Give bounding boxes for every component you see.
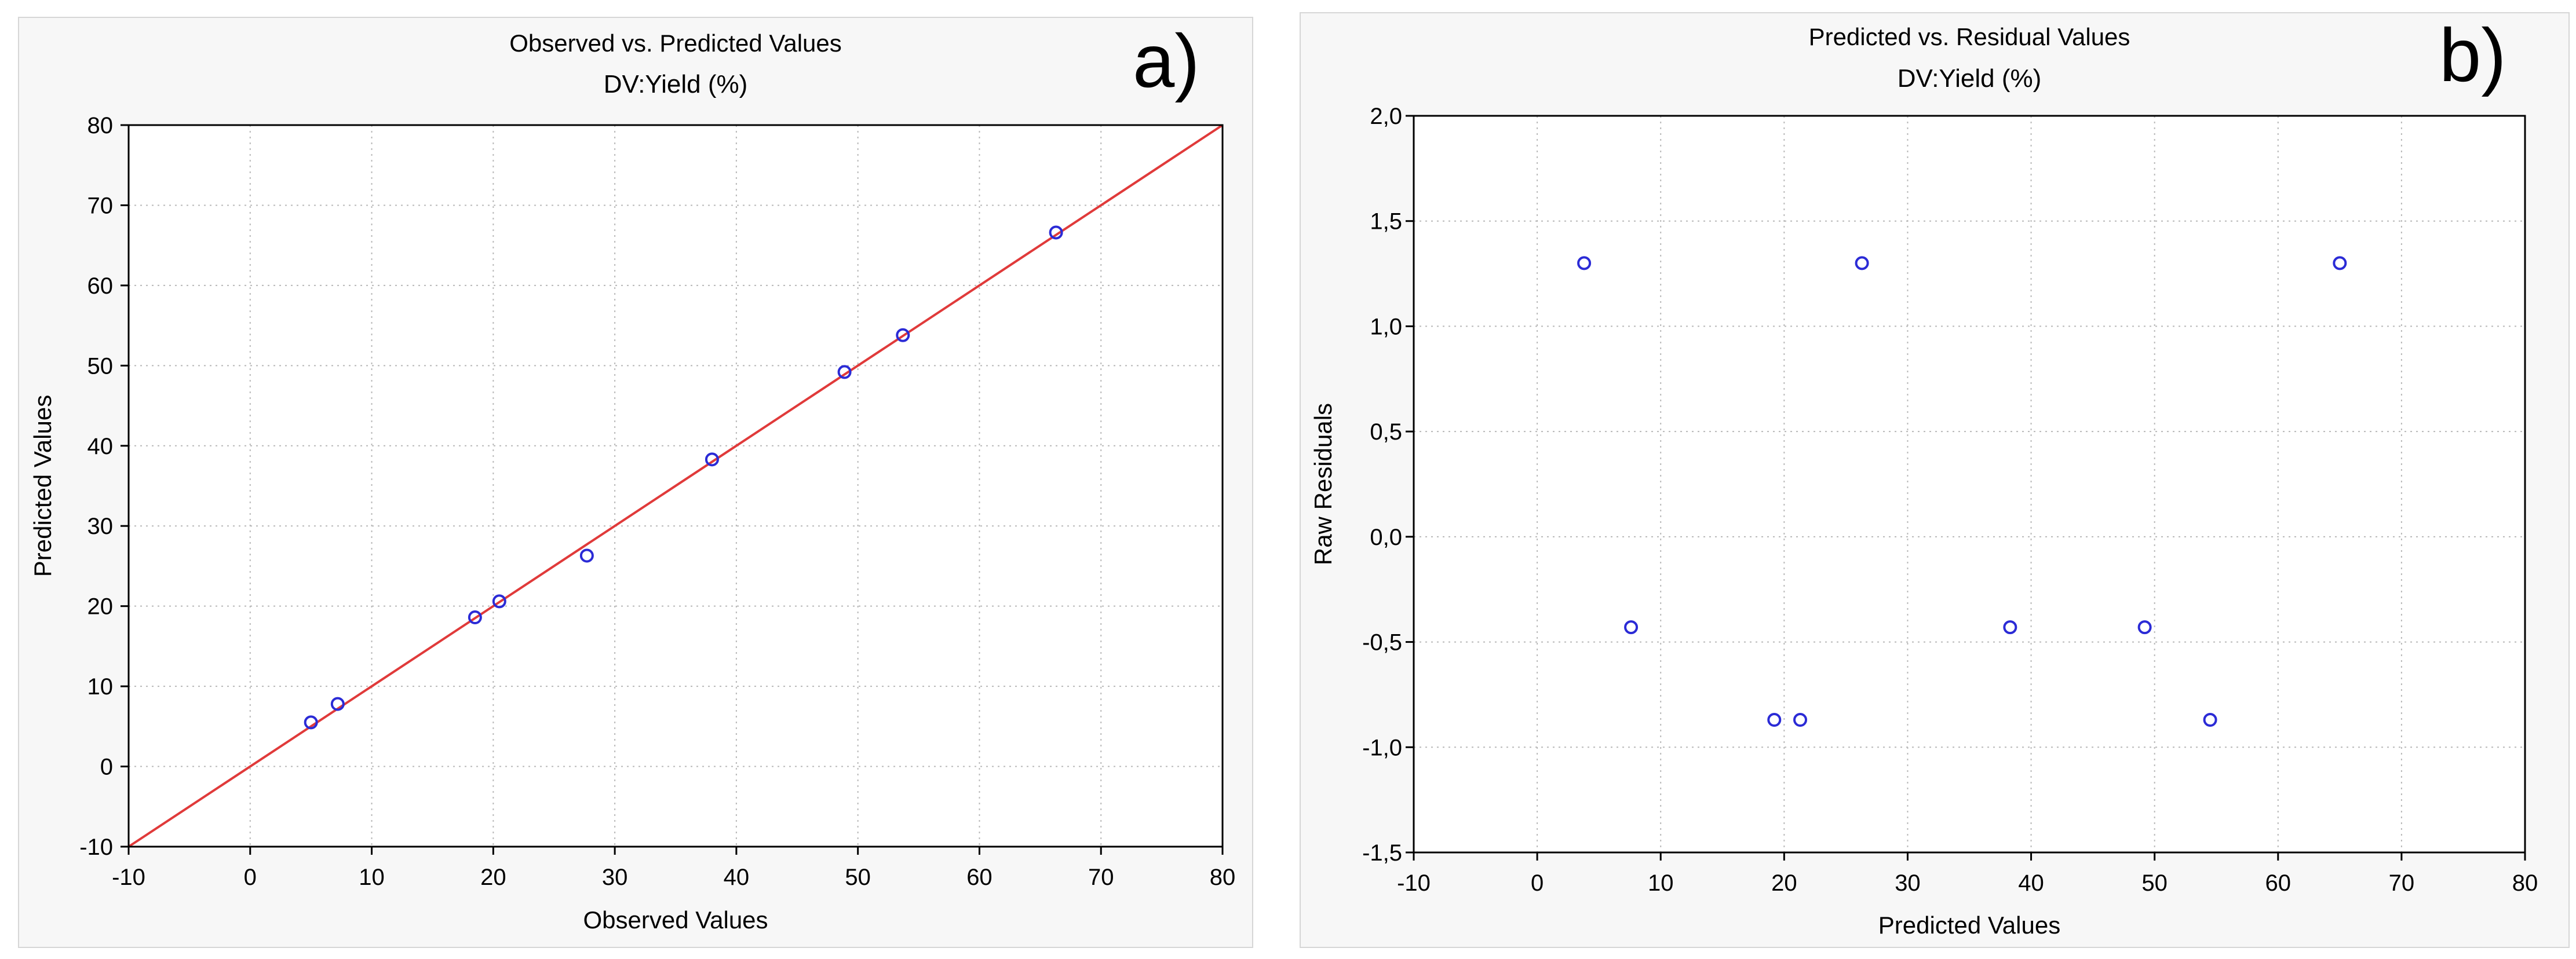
y-axis-label: Raw Residuals	[1309, 403, 1337, 565]
data-point	[2003, 620, 2017, 635]
plot-border	[127, 124, 1224, 848]
y-tick-label: 40	[87, 434, 114, 459]
x-tick-label: 0	[244, 865, 257, 890]
y-tick-label: 2,0	[1370, 104, 1402, 129]
x-tick-label: 10	[1648, 870, 1674, 896]
y-tick-label: 1,5	[1370, 209, 1402, 235]
chart-panel-a: -10 0 10 20 30 40 50 60 70 80 -10 0 10 20 30 40 50 60 70 80…	[18, 17, 1253, 948]
data-point	[1767, 713, 1782, 727]
y-tick-label: 70	[87, 193, 114, 218]
data-point	[705, 452, 719, 467]
x-tick-label: 40	[2018, 870, 2044, 896]
x-axis-label: Predicted Values	[1878, 912, 2060, 939]
y-tick-label: 1,0	[1370, 314, 1402, 339]
x-tick-label: -10	[112, 865, 145, 890]
data-point	[1624, 620, 1639, 635]
x-tick-label: 20	[1771, 870, 1797, 896]
data-point	[1793, 713, 1808, 727]
x-tick-label: 70	[1088, 865, 1114, 890]
x-axis-label: Observed Values	[583, 906, 768, 934]
data-point	[330, 697, 345, 711]
y-tick-label: -0,5	[1362, 630, 1402, 656]
y-axis-label: Predicted Values	[29, 395, 56, 577]
y-tick-label: -1,5	[1362, 840, 1402, 866]
x-tick-label: 60	[966, 865, 993, 890]
y-tick-label: 0	[100, 755, 113, 780]
plot-area	[1414, 116, 2525, 852]
x-tick-label: 0	[1531, 870, 1544, 896]
data-point	[1855, 256, 1869, 270]
data-point	[2203, 713, 2217, 727]
fit-line	[127, 124, 1224, 848]
x-tick-label: 50	[2141, 870, 2168, 896]
x-tick-label: 80	[1210, 865, 1236, 890]
y-tick-label: 60	[87, 273, 114, 299]
x-tick-label: 30	[602, 865, 628, 890]
y-tick-label: 50	[87, 353, 114, 379]
data-point	[304, 715, 318, 730]
x-tick-label: 70	[2389, 870, 2415, 896]
data-point	[2333, 256, 2347, 270]
chart-panel-b: -10 0 10 20 30 40 50 60 70 80 -1,5 -1,0 -0,5 0,0 0,5 1,…	[1300, 12, 2570, 948]
y-tick-label: 0,5	[1370, 419, 1402, 445]
panel-label: a)	[1133, 19, 1200, 103]
data-point	[492, 594, 506, 609]
x-tick-label: 40	[724, 865, 750, 890]
chart-title: Predicted vs. Residual Values	[1809, 23, 2130, 50]
panel-label: b)	[2439, 13, 2506, 97]
x-tick-label: 10	[359, 865, 385, 890]
y-tick-label: -10	[79, 834, 113, 860]
data-point	[579, 548, 594, 563]
x-tick-label: 60	[2265, 870, 2292, 896]
data-point	[896, 328, 910, 342]
y-tick-label: 30	[87, 514, 114, 539]
data-point	[1577, 256, 1592, 270]
chart-subtitle: DV:Yield (%)	[1898, 64, 2042, 93]
data-point	[468, 610, 482, 625]
chart-title: Observed vs. Predicted Values	[509, 30, 842, 57]
y-tick-label: -1,0	[1362, 735, 1402, 760]
y-tick-label: 20	[87, 594, 114, 620]
y-tick-label: 0,0	[1370, 525, 1402, 550]
x-tick-label: 30	[1895, 870, 1921, 896]
x-tick-label: 80	[2512, 870, 2538, 896]
x-tick-label: 20	[480, 865, 506, 890]
x-tick-label: -10	[1397, 870, 1431, 896]
y-tick-label: 10	[87, 674, 114, 700]
plot-border	[1413, 115, 2526, 854]
chart-subtitle: DV:Yield (%)	[604, 70, 748, 98]
data-point	[837, 365, 852, 379]
y-tick-label: 80	[87, 113, 114, 138]
x-tick-label: 50	[845, 865, 871, 890]
data-point	[1049, 225, 1063, 240]
data-point	[2137, 620, 2152, 635]
